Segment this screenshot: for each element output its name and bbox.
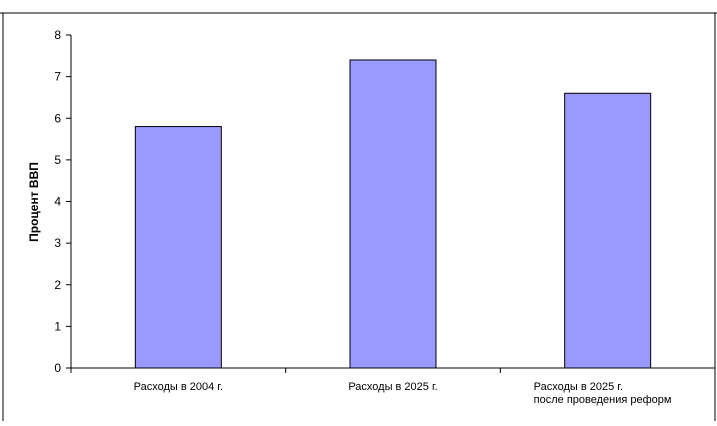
- y-tick-label: 1: [54, 319, 61, 333]
- y-tick-label: 0: [54, 361, 61, 375]
- y-tick-label: 8: [54, 28, 61, 42]
- y-tick-label: 4: [54, 195, 61, 209]
- x-category-label: Расходы в 2025 г.: [534, 381, 623, 393]
- y-tick-label: 6: [54, 111, 61, 125]
- y-axis-title: Процент ВВП: [27, 162, 41, 242]
- x-category-label: Расходы в 2004 г.: [134, 381, 223, 393]
- y-tick-label: 5: [54, 153, 61, 167]
- bar: [134, 126, 222, 369]
- x-category-label: Расходы в 2025 г.: [348, 381, 437, 393]
- x-category-label: после проведения реформ: [534, 394, 672, 406]
- y-tick-label: 7: [54, 70, 61, 84]
- bar: [564, 92, 652, 369]
- y-tick-label: 3: [54, 236, 61, 250]
- y-tick-label: 2: [54, 278, 61, 292]
- bar: [349, 59, 437, 369]
